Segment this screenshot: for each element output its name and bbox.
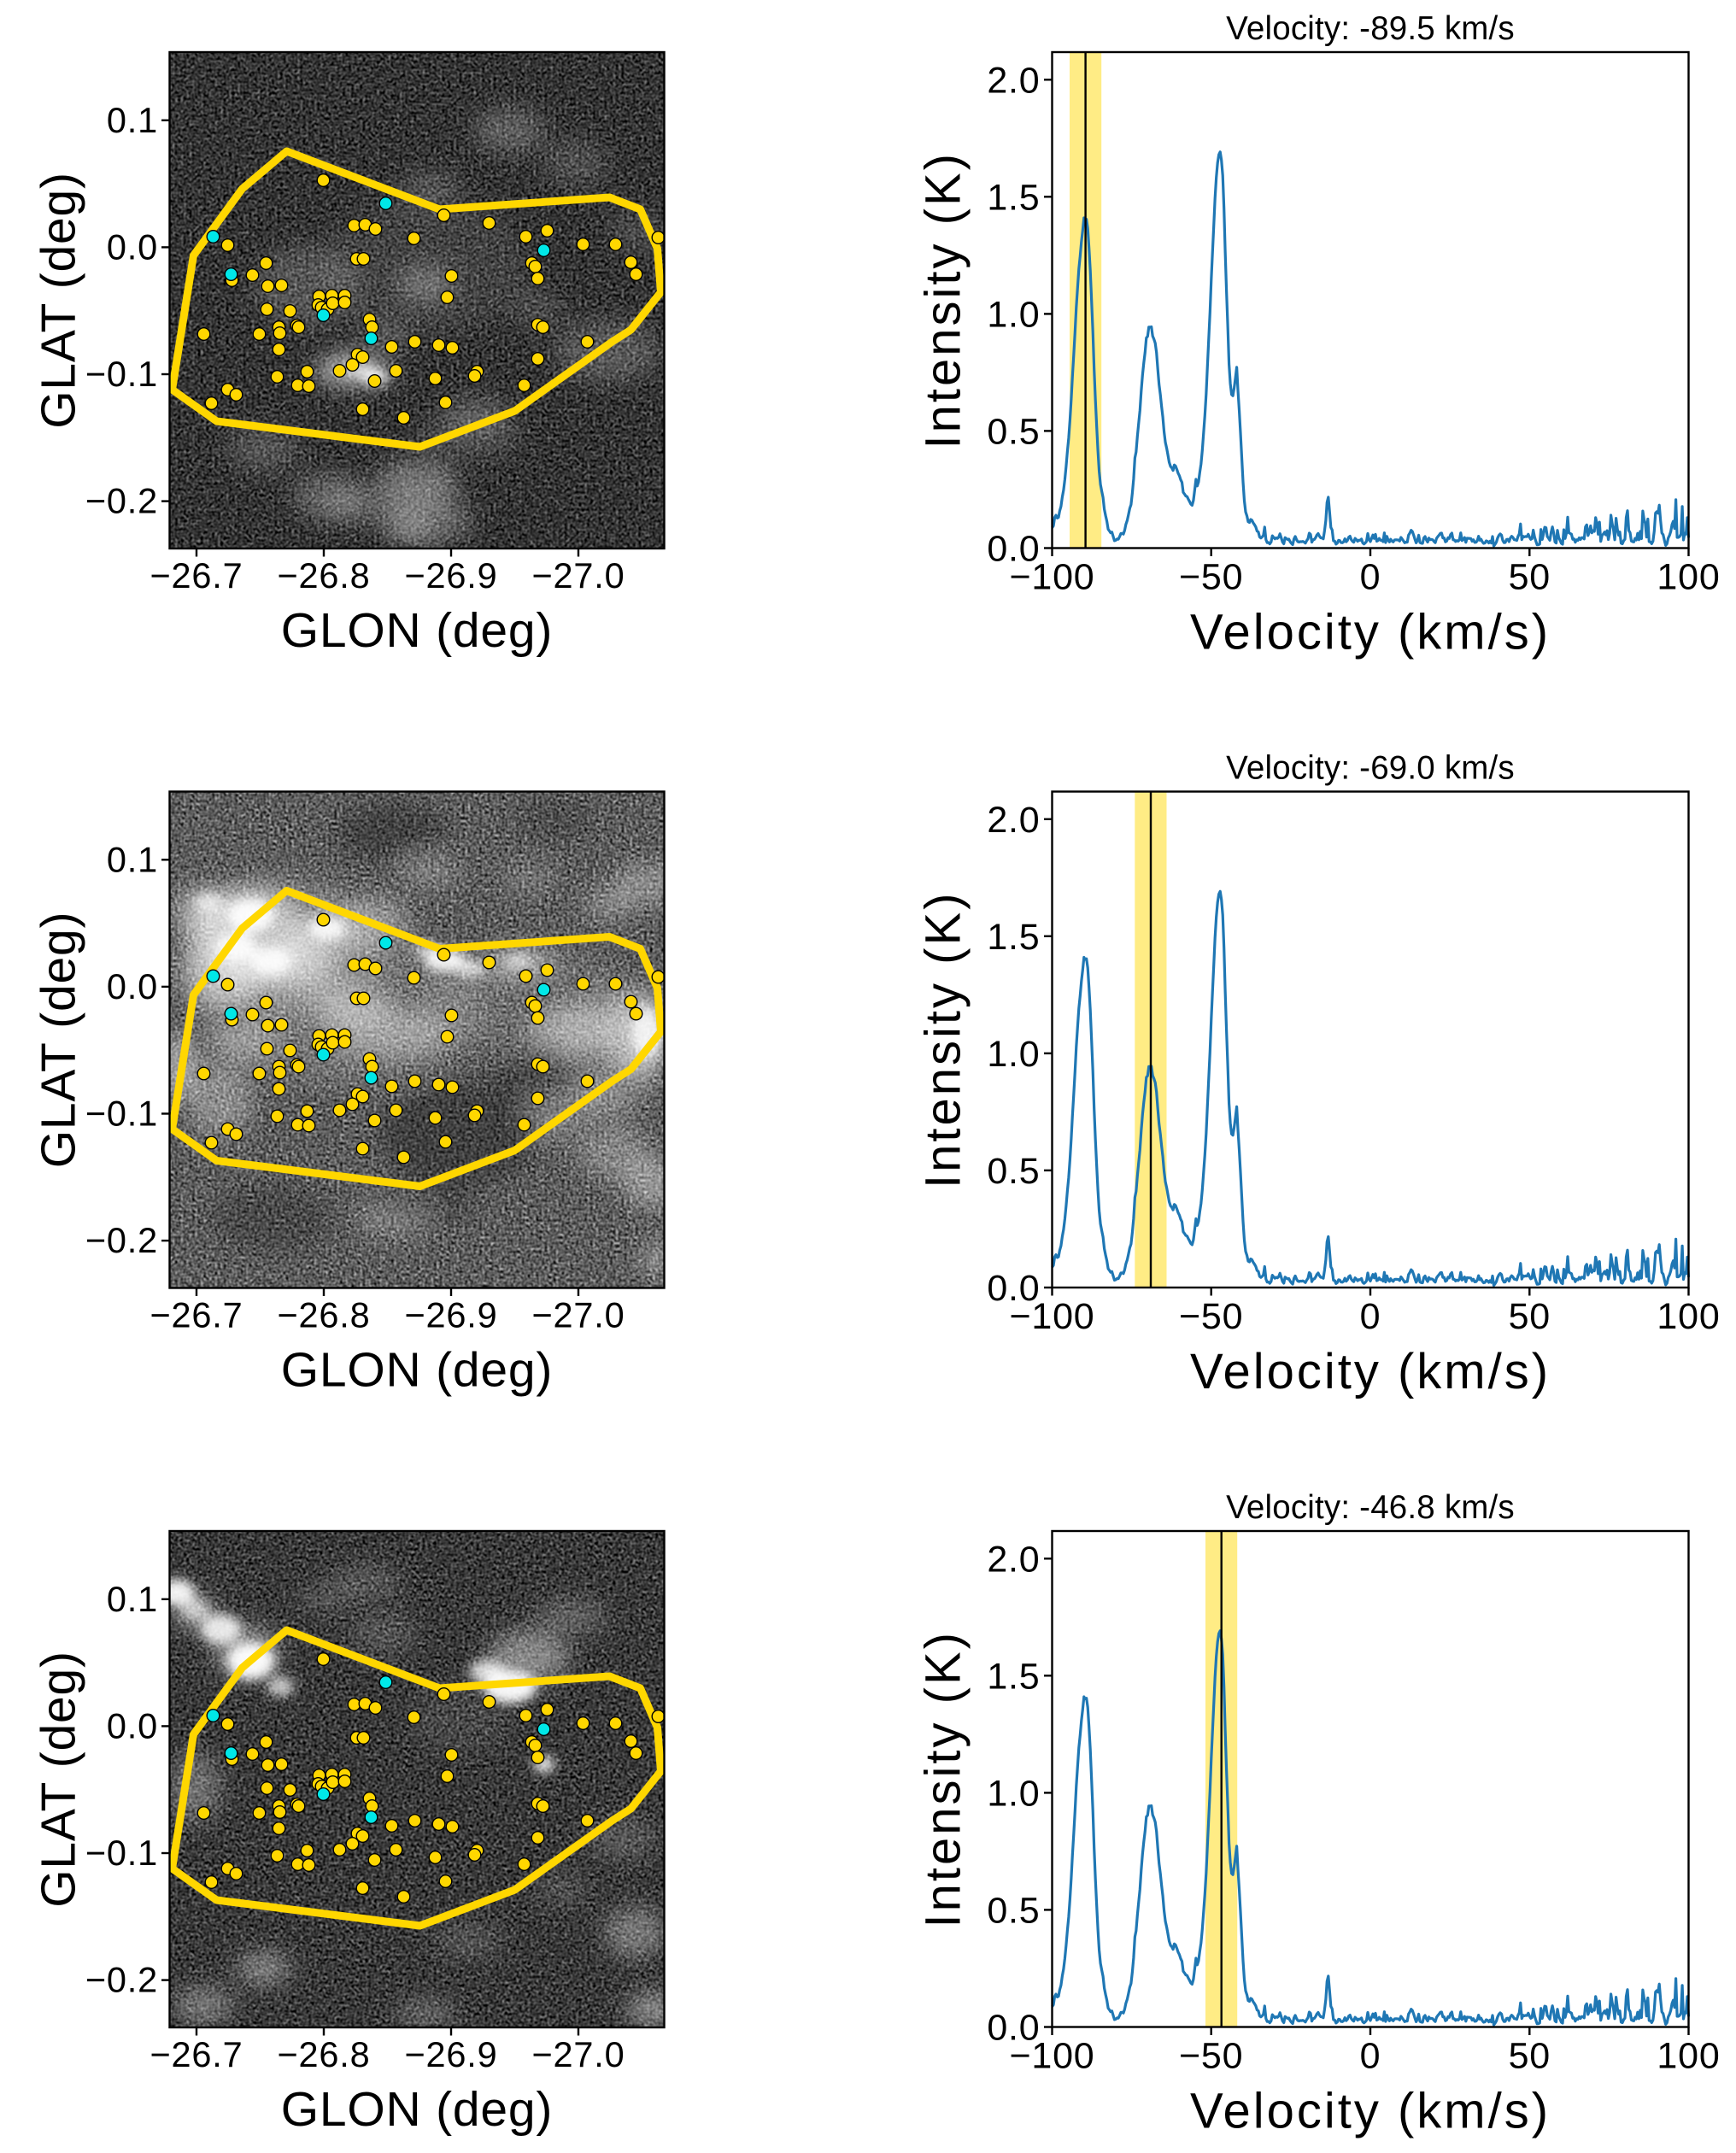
svg-text:−26.7: −26.7 xyxy=(150,2034,243,2074)
svg-text:2.0: 2.0 xyxy=(987,1539,1040,1580)
svg-text:−26.9: −26.9 xyxy=(404,2034,497,2074)
svg-text:−100: −100 xyxy=(1009,2036,1094,2077)
svg-text:0.5: 0.5 xyxy=(987,1151,1040,1192)
svg-text:0.1: 0.1 xyxy=(107,100,158,140)
svg-text:0.1: 0.1 xyxy=(107,839,158,879)
svg-text:−50: −50 xyxy=(1179,2036,1243,2077)
svg-text:0.0: 0.0 xyxy=(107,226,158,267)
svg-text:−27.0: −27.0 xyxy=(531,555,625,595)
svg-text:0.5: 0.5 xyxy=(987,411,1040,452)
svg-text:−26.7: −26.7 xyxy=(150,1295,243,1335)
svg-text:Intensity (K): Intensity (K) xyxy=(916,151,971,449)
svg-text:−26.8: −26.8 xyxy=(277,555,370,595)
svg-text:2.0: 2.0 xyxy=(987,800,1040,841)
svg-text:GLON (deg): GLON (deg) xyxy=(281,603,553,658)
svg-text:−0.2: −0.2 xyxy=(85,481,158,521)
svg-text:GLON (deg): GLON (deg) xyxy=(281,2082,553,2137)
svg-text:0.1: 0.1 xyxy=(107,1579,158,1619)
svg-text:1.5: 1.5 xyxy=(987,177,1040,218)
svg-text:−27.0: −27.0 xyxy=(531,1295,625,1335)
svg-text:100: 100 xyxy=(1657,557,1720,598)
svg-text:1.5: 1.5 xyxy=(987,1656,1040,1697)
svg-text:1.0: 1.0 xyxy=(987,294,1040,335)
svg-text:1.0: 1.0 xyxy=(987,1034,1040,1075)
svg-text:−26.8: −26.8 xyxy=(277,2034,370,2074)
svg-text:−26.8: −26.8 xyxy=(277,1295,370,1335)
svg-text:GLAT (deg): GLAT (deg) xyxy=(32,912,86,1169)
svg-text:−0.1: −0.1 xyxy=(85,1833,158,1873)
svg-text:0.0: 0.0 xyxy=(987,529,1040,570)
svg-text:−0.2: −0.2 xyxy=(85,1960,158,2000)
svg-text:−26.9: −26.9 xyxy=(404,555,497,595)
svg-text:50: 50 xyxy=(1509,2036,1551,2077)
svg-text:−50: −50 xyxy=(1179,557,1243,598)
svg-text:−0.1: −0.1 xyxy=(85,1094,158,1134)
svg-text:0.0: 0.0 xyxy=(107,1705,158,1745)
svg-text:GLAT (deg): GLAT (deg) xyxy=(32,1651,86,1908)
svg-text:Velocity: -46.8 km/s: Velocity: -46.8 km/s xyxy=(1226,1489,1515,1526)
svg-text:−0.2: −0.2 xyxy=(85,1220,158,1260)
svg-text:Intensity (K): Intensity (K) xyxy=(916,891,971,1188)
svg-text:−26.9: −26.9 xyxy=(404,1295,497,1335)
svg-text:−50: −50 xyxy=(1179,1296,1243,1337)
svg-text:Velocity (km/s): Velocity (km/s) xyxy=(1190,1344,1551,1399)
svg-text:Velocity: -89.5 km/s: Velocity: -89.5 km/s xyxy=(1226,10,1515,47)
svg-text:1.5: 1.5 xyxy=(987,917,1040,958)
svg-text:−26.7: −26.7 xyxy=(150,555,243,595)
svg-text:0.0: 0.0 xyxy=(987,1268,1040,1309)
svg-text:Velocity (km/s): Velocity (km/s) xyxy=(1190,605,1551,660)
svg-text:0.5: 0.5 xyxy=(987,1890,1040,1931)
svg-text:−27.0: −27.0 xyxy=(531,2034,625,2074)
svg-text:100: 100 xyxy=(1657,2036,1720,2077)
svg-text:2.0: 2.0 xyxy=(987,60,1040,101)
svg-text:0.0: 0.0 xyxy=(987,2008,1040,2049)
svg-text:Intensity (K): Intensity (K) xyxy=(916,1630,971,1927)
svg-text:50: 50 xyxy=(1509,1296,1551,1337)
svg-text:50: 50 xyxy=(1509,557,1551,598)
svg-text:0: 0 xyxy=(1360,1296,1381,1337)
svg-text:−100: −100 xyxy=(1009,1296,1094,1337)
svg-text:−100: −100 xyxy=(1009,557,1094,598)
svg-text:100: 100 xyxy=(1657,1296,1720,1337)
svg-text:Velocity: -69.0 km/s: Velocity: -69.0 km/s xyxy=(1226,750,1515,787)
svg-text:Velocity (km/s): Velocity (km/s) xyxy=(1190,2084,1551,2139)
svg-text:−0.1: −0.1 xyxy=(85,354,158,394)
svg-text:GLON (deg): GLON (deg) xyxy=(281,1343,553,1398)
svg-text:0: 0 xyxy=(1360,557,1381,598)
svg-text:1.0: 1.0 xyxy=(987,1773,1040,1814)
svg-text:0.0: 0.0 xyxy=(107,966,158,1006)
svg-text:0: 0 xyxy=(1360,2036,1381,2077)
svg-text:GLAT (deg): GLAT (deg) xyxy=(32,172,86,429)
